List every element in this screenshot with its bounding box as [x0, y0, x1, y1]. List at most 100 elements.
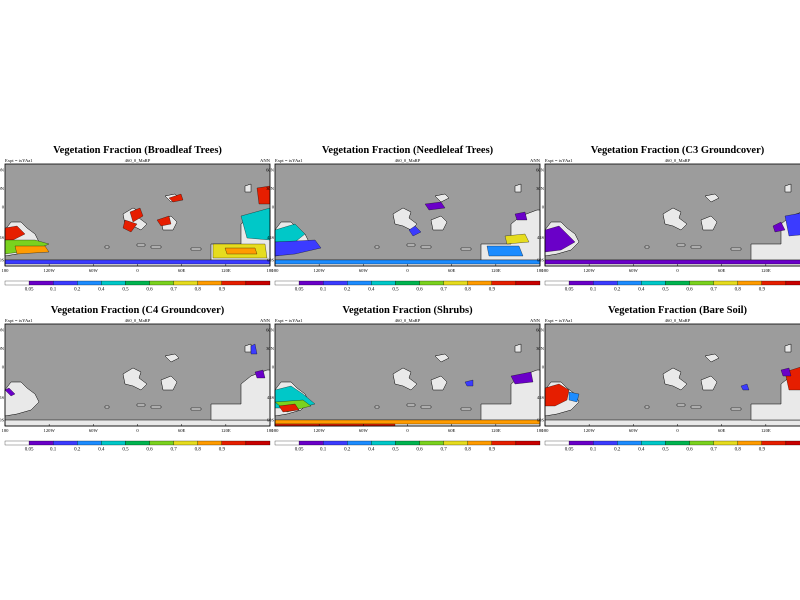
colorbar-label: 0.4: [98, 288, 105, 293]
colorbar-segment: [298, 280, 324, 286]
x-tick-label: 0: [676, 428, 679, 433]
panel-6: Vegetation Fraction (Bare Soil) Expt = ix…: [536, 305, 800, 453]
colorbar-segment: [641, 280, 666, 286]
x-tick-label: 120W: [314, 428, 326, 433]
land-shape: [676, 403, 686, 407]
land-shape: [392, 207, 418, 231]
land-shape: [514, 343, 522, 353]
model-label: 460_0_MaRP: [125, 158, 151, 163]
season-label: ANN: [260, 158, 271, 163]
x-tick-label: 180: [267, 428, 275, 433]
land-shape: [784, 343, 792, 353]
land-shape: [730, 407, 742, 411]
colorbar-segment: [491, 440, 517, 446]
panel-title: Vegetation Fraction (Bare Soil): [608, 305, 748, 316]
land-shape: [150, 405, 162, 409]
colorbar-label: 0.6: [686, 288, 693, 293]
colorbar-segment: [713, 440, 738, 446]
x-tick-label: 0: [136, 268, 139, 273]
panel-title: Vegetation Fraction (Shrubs): [342, 305, 473, 316]
colorbar-segment: [149, 280, 174, 286]
colorbar-label: 0.5: [122, 288, 129, 293]
colorbar-segment: [568, 440, 594, 446]
colorbar-segment: [419, 440, 444, 446]
land-shape: [434, 193, 450, 203]
colorbar-segment: [641, 440, 666, 446]
colorbar-label: 0.2: [74, 288, 81, 293]
colorbar-segment: [53, 440, 78, 446]
land-shape: [190, 247, 202, 251]
colorbar-label: 0.2: [614, 448, 621, 453]
colorbar-label: 0.6: [416, 288, 423, 293]
colorbar-label: 0.7: [711, 288, 718, 293]
colorbar-segment: [761, 440, 787, 446]
panel-2: Vegetation Fraction (Needleleaf Trees) Ex…: [266, 145, 544, 293]
y-tick-label: 0: [2, 204, 5, 209]
field-patch: [772, 221, 786, 233]
colorbar-segment: [544, 440, 570, 446]
y-tick-label: 60S: [267, 257, 275, 262]
colorbar-segment: [617, 440, 642, 446]
y-tick-label: 45S: [0, 235, 4, 240]
model-label: 460_0_MaRP: [395, 318, 421, 323]
model-label: 460_0_MaRP: [665, 158, 691, 163]
panel-1: Vegetation Fraction (Broadleaf Trees) Exp…: [0, 145, 274, 293]
land-shape: [460, 407, 472, 411]
colorbar-label: 0.4: [638, 288, 645, 293]
colorbar-label: 0.1: [320, 448, 327, 453]
colorbar-segment: [197, 280, 222, 286]
field-patch: [122, 219, 138, 233]
field-patch: [274, 419, 541, 425]
land-shape: [676, 243, 686, 247]
colorbar-segment: [274, 280, 300, 286]
colorbar-segment: [689, 280, 714, 286]
colorbar-segment: [125, 440, 150, 446]
colorbar-segment: [515, 440, 541, 446]
land-shape: [704, 193, 720, 203]
x-tick-label: 120W: [584, 428, 596, 433]
land-shape: [704, 353, 720, 363]
land-shape: [690, 245, 702, 249]
land-shape: [104, 245, 110, 249]
land-shape: [160, 375, 178, 391]
season-label: ANN: [530, 318, 541, 323]
x-tick-label: 60W: [629, 268, 639, 273]
field-patch: [408, 225, 422, 237]
land-shape: [104, 405, 110, 409]
x-tick-label: 120E: [761, 268, 771, 273]
y-tick-label: 60N: [0, 328, 5, 333]
x-tick-label: 120E: [761, 428, 771, 433]
colorbar-segment: [221, 440, 247, 446]
colorbar-label: 0.8: [735, 448, 742, 453]
field-patch: [274, 259, 541, 265]
colorbar-label: 0.7: [441, 448, 448, 453]
x-tick-label: 0: [676, 268, 679, 273]
y-tick-label: 60S: [267, 417, 275, 422]
land-shape: [244, 183, 252, 193]
colorbar-label: 0.9: [219, 288, 226, 293]
y-tick-label: 60S: [537, 257, 545, 262]
colorbar-segment: [371, 440, 396, 446]
colorbar-segment: [77, 280, 102, 286]
colorbar-label: 0.8: [195, 448, 202, 453]
land-shape: [122, 367, 148, 391]
x-tick-label: 60W: [359, 268, 369, 273]
y-tick-label: 60N: [536, 328, 545, 333]
model-label: 460_0_MaRP: [665, 318, 691, 323]
colorbar-label: 0.5: [392, 448, 399, 453]
colorbar-segment: [785, 440, 800, 446]
colorbar-label: 0.4: [638, 448, 645, 453]
field-patch: [464, 379, 474, 387]
field-patch: [424, 201, 446, 211]
colorbar-segment: [101, 440, 126, 446]
colorbar-segment: [149, 440, 174, 446]
colorbar-label: 0.9: [759, 288, 766, 293]
expt-label: Expt = ixYAa1: [5, 318, 33, 323]
panel-title: Vegetation Fraction (C4 Groundcover): [51, 305, 225, 316]
field-patch: [254, 369, 266, 379]
x-tick-label: 60W: [89, 428, 99, 433]
x-tick-label: 180: [537, 428, 545, 433]
x-tick-label: 0: [406, 428, 409, 433]
colorbar-label: 0.8: [195, 288, 202, 293]
colorbar-segment: [125, 280, 150, 286]
